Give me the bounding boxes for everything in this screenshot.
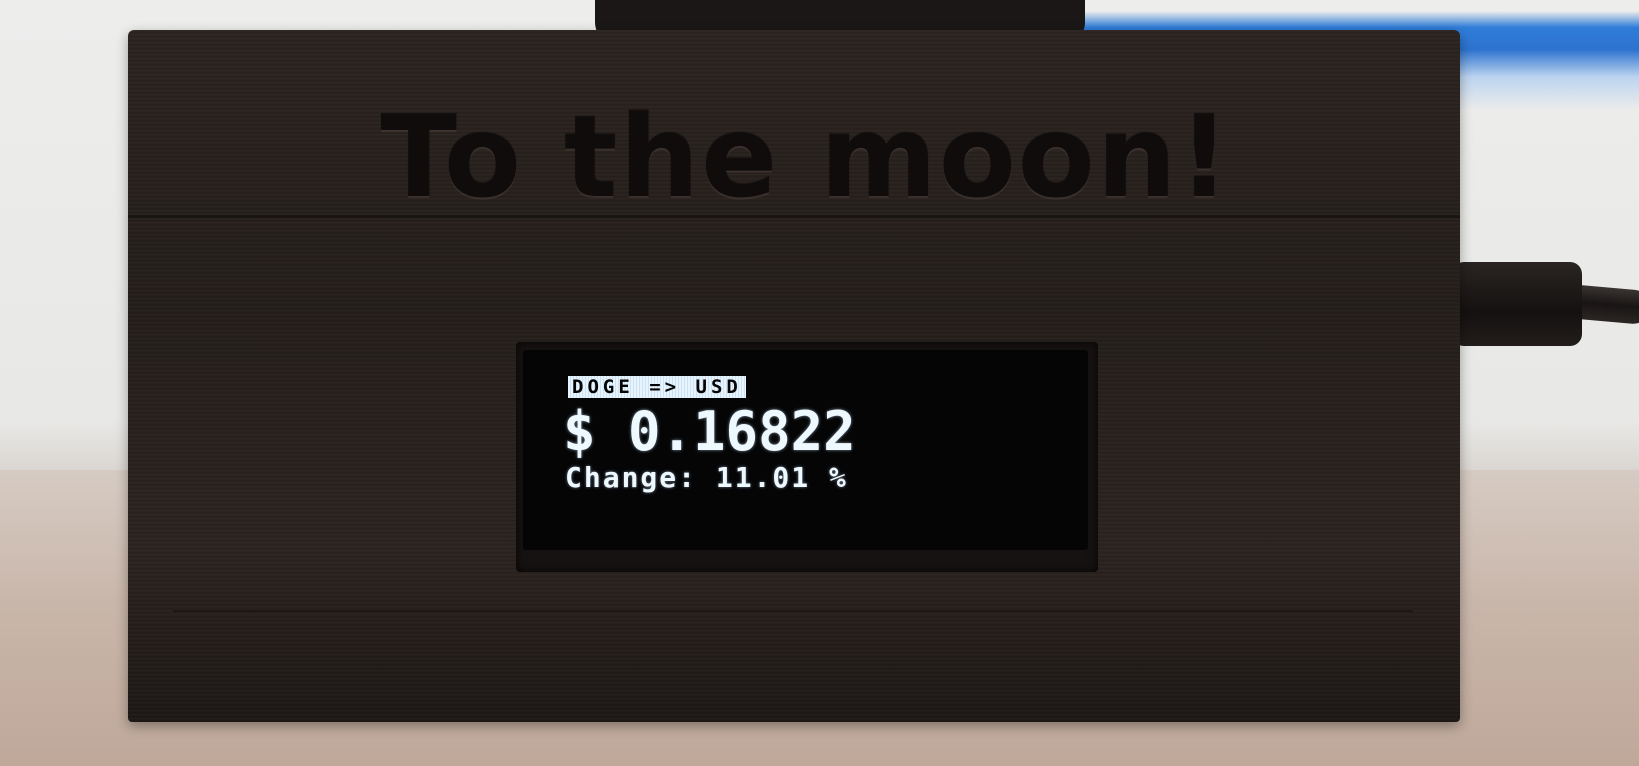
oled-price-readout: $ 0.16822 xyxy=(563,400,856,463)
oled-screen: DOGE => USD $ 0.16822 Change: 11.01 % xyxy=(523,350,1088,550)
oled-pair-header: DOGE => USD xyxy=(568,376,746,398)
printed-case: To the moon! DOGE => USD $ 0.16822 Chang… xyxy=(128,30,1460,722)
case-ledge xyxy=(128,215,1460,218)
oled-change-readout: Change: 11.01 % xyxy=(565,461,848,494)
case-lower-ledge xyxy=(173,610,1413,612)
case-engraving: To the moon! xyxy=(380,93,1232,223)
usb-plug xyxy=(1452,262,1582,346)
